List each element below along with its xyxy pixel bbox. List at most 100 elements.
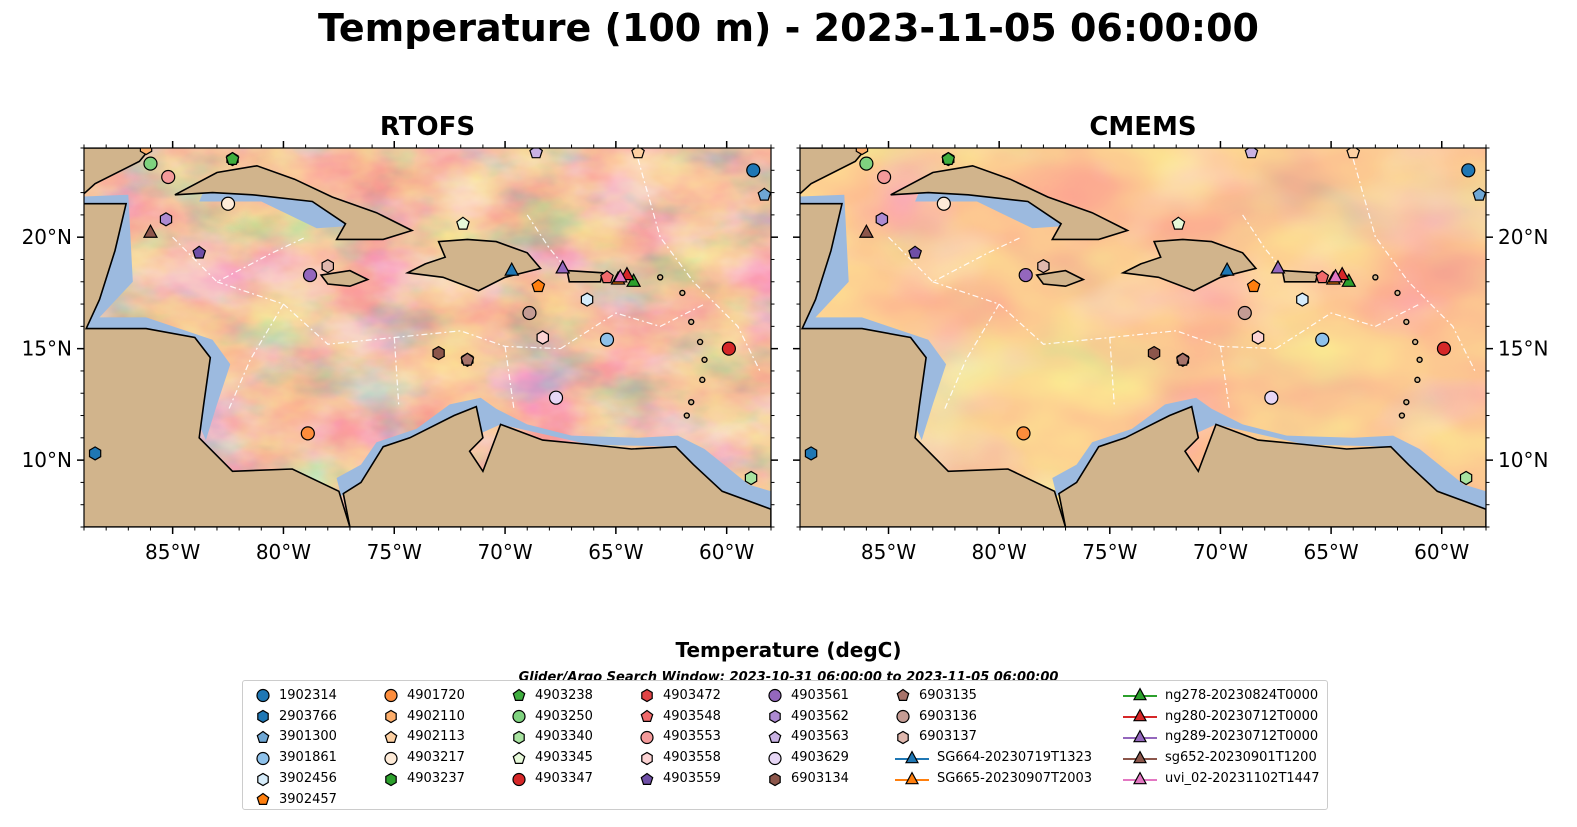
legend-marker-4902113[interactable] (384, 730, 398, 743)
obs-marker-uvi_02-20231102T1447[interactable] (1328, 268, 1344, 283)
obs-marker-2903766[interactable] (88, 446, 102, 461)
obs-marker-4903559[interactable] (908, 245, 923, 259)
legend-item[interactable]: SG665-20230907T2003 (895, 768, 1092, 789)
obs-marker-4902113[interactable] (1346, 146, 1361, 159)
obs-marker-sg652-20230901T1200[interactable] (858, 223, 874, 238)
obs-marker-6903137[interactable] (1037, 259, 1050, 274)
obs-marker-4903558[interactable] (536, 330, 550, 345)
map-panel-cmems[interactable]: 85°W 80°W 75°W 70°W 65°W 60°W 10°N 15°N 20°N (789, 141, 1549, 564)
legend-item[interactable]: SG664-20230719T1323 (895, 747, 1092, 768)
obs-marker-6903134[interactable] (432, 345, 445, 361)
legend-marker-4903217[interactable] (384, 751, 398, 765)
obs-marker-4902110[interactable] (855, 142, 869, 156)
map-panel-rtofs[interactable]: 85°W 80°W 75°W 70°W 65°W 60°W 10°N 15°N 20°N (22, 141, 778, 564)
legend-marker-3901300[interactable] (256, 730, 270, 743)
obs-marker-6903136[interactable] (1237, 305, 1252, 321)
legend-marker-6903134[interactable] (769, 772, 781, 786)
obs-marker-3901300[interactable] (1472, 187, 1486, 201)
obs-marker-3902457[interactable] (531, 278, 546, 293)
obs-marker-4903562[interactable] (875, 212, 889, 227)
legend-item[interactable]: ng289-20230712T0000 (1123, 727, 1319, 748)
obs-marker-4903217[interactable] (936, 196, 951, 211)
legend-item[interactable]: 4903558 (639, 747, 721, 768)
legend-item[interactable]: 6903134 (767, 768, 849, 789)
legend-marker-4903347[interactable] (512, 772, 526, 786)
obs-marker-SG664-20230719T1323[interactable] (504, 261, 520, 276)
obs-marker-4903548[interactable] (1315, 270, 1330, 284)
legend-item[interactable]: 2903766 (255, 706, 337, 727)
obs-marker-4901720[interactable] (1016, 426, 1031, 441)
legend-item[interactable]: 4903562 (767, 706, 849, 727)
legend-marker-3901861[interactable] (256, 751, 270, 765)
legend-marker-SG664-20230719T1323[interactable] (904, 750, 920, 764)
obs-marker-3902456[interactable] (580, 292, 594, 307)
legend-marker-sg652-20230901T1200[interactable] (1132, 750, 1148, 764)
legend-item[interactable]: ng278-20230824T0000 (1123, 685, 1319, 706)
obs-marker-4903563[interactable] (1244, 146, 1259, 159)
obs-marker-SG664-20230719T1323[interactable] (1219, 261, 1235, 276)
legend-item[interactable]: 4903250 (511, 706, 593, 727)
legend-item[interactable]: 4903559 (639, 768, 721, 789)
legend-item[interactable]: 6903137 (895, 727, 1092, 748)
legend-marker-4903548[interactable] (640, 709, 654, 723)
legend-item[interactable]: 4902110 (383, 706, 465, 727)
legend-item[interactable]: 4903472 (639, 685, 721, 706)
obs-marker-4903559[interactable] (192, 245, 207, 259)
legend-item[interactable]: 4903345 (511, 747, 593, 768)
obs-marker-4903558[interactable] (1251, 330, 1265, 345)
legend-marker-uvi_02-20231102T1447[interactable] (1132, 770, 1148, 784)
obs-marker-3902456[interactable] (1296, 292, 1309, 307)
obs-marker-4903217[interactable] (220, 196, 236, 211)
legend-marker-4903237[interactable] (385, 772, 397, 786)
obs-marker-4903563[interactable] (529, 146, 544, 159)
legend-marker-4903340[interactable] (513, 730, 525, 745)
legend-item[interactable]: 3901300 (255, 727, 337, 748)
obs-marker-6903134[interactable] (1147, 345, 1161, 361)
legend-item[interactable]: 3901861 (255, 747, 337, 768)
legend-item[interactable]: 4903217 (383, 747, 465, 768)
legend-marker-4903553[interactable] (640, 730, 654, 745)
obs-marker-3901861[interactable] (1315, 332, 1330, 347)
legend-item[interactable]: uvi_02-20231102T1447 (1123, 768, 1319, 789)
legend-marker-1902314[interactable] (256, 689, 270, 703)
legend-item[interactable]: 4903237 (383, 768, 465, 789)
obs-marker-4902113[interactable] (631, 146, 645, 159)
obs-marker-4903562[interactable] (159, 212, 173, 227)
obs-marker-6903135[interactable] (460, 352, 475, 366)
obs-marker-4903250[interactable] (143, 156, 158, 171)
obs-marker-4903347[interactable] (1436, 341, 1452, 356)
obs-marker-1902314[interactable] (746, 163, 761, 178)
legend-item[interactable]: 4901720 (383, 685, 465, 706)
obs-marker-4903561[interactable] (302, 267, 318, 283)
obs-marker-6903135[interactable] (1175, 352, 1190, 366)
obs-marker-4903553[interactable] (161, 169, 176, 185)
obs-marker-ng278-20230824T0000[interactable] (1341, 273, 1357, 287)
obs-marker-ng289-20230712T0000[interactable] (1270, 259, 1286, 274)
legend-item[interactable]: 4903629 (767, 747, 849, 768)
obs-marker-4903345[interactable] (1171, 216, 1186, 230)
legend-item[interactable]: 4903563 (767, 727, 849, 748)
legend-marker-ng289-20230712T0000[interactable] (1132, 729, 1148, 743)
legend-marker-4903563[interactable] (768, 730, 782, 743)
legend-marker-2903766[interactable] (257, 709, 269, 724)
legend-marker-4901720[interactable] (384, 689, 398, 703)
legend-item[interactable]: 1902314 (255, 685, 337, 706)
legend-marker-6903137[interactable] (897, 730, 909, 745)
legend-marker-4903559[interactable] (640, 772, 654, 785)
legend-marker-ng280-20230712T0000[interactable] (1132, 708, 1148, 722)
legend-item[interactable]: 3902456 (255, 768, 337, 789)
legend-item[interactable]: 3902457 (255, 789, 337, 810)
obs-marker-3901300[interactable] (757, 187, 771, 201)
legend-item[interactable]: 6903135 (895, 685, 1092, 706)
obs-marker-4903629[interactable] (548, 390, 564, 405)
obs-marker-4902110[interactable] (139, 142, 153, 156)
legend-item[interactable]: 4903548 (639, 706, 721, 727)
legend-marker-3902456[interactable] (257, 772, 269, 786)
legend-marker-4902110[interactable] (385, 709, 397, 724)
obs-marker-uvi_02-20231102T1447[interactable] (612, 268, 628, 283)
obs-marker-4903345[interactable] (456, 216, 470, 230)
obs-marker-4903238[interactable] (225, 151, 240, 165)
legend-item[interactable]: 4903553 (639, 727, 721, 748)
legend-marker-4903345[interactable] (512, 751, 526, 764)
legend-item[interactable]: 4903340 (511, 727, 593, 748)
